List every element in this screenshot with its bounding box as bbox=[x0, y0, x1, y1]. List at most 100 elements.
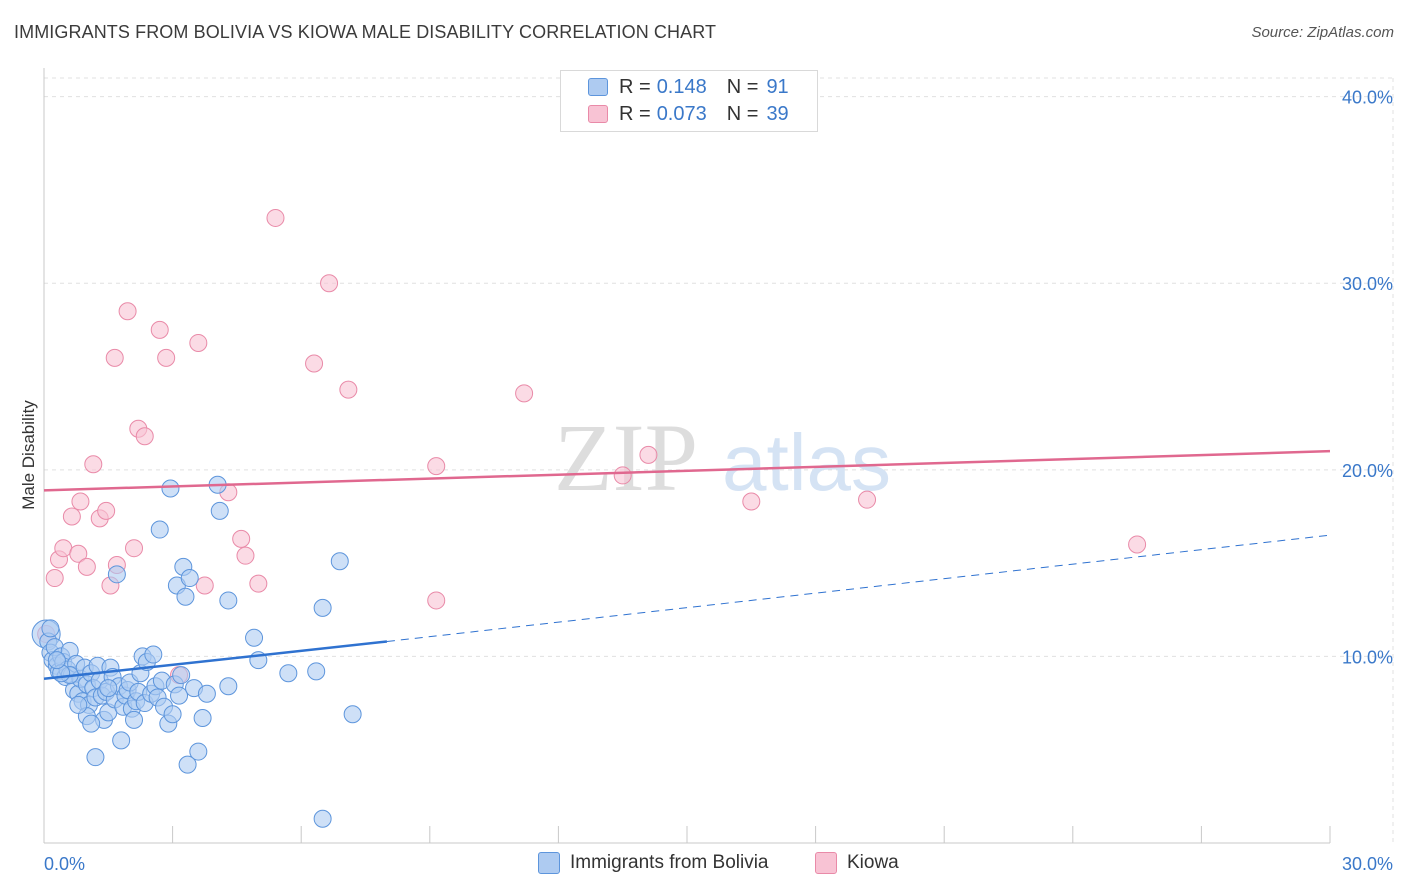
bolivia-point bbox=[69, 695, 88, 714]
bolivia-point bbox=[313, 809, 332, 828]
bolivia-point bbox=[161, 479, 180, 498]
kiowa-point bbox=[339, 380, 358, 399]
kiowa-point bbox=[150, 320, 169, 339]
series-legend: Immigrants from Bolivia Kiowa bbox=[0, 852, 1406, 878]
bolivia-point bbox=[163, 705, 182, 724]
bolivia-trend-extension bbox=[386, 534, 1331, 642]
kiowa-point bbox=[105, 348, 124, 367]
kiowa-point bbox=[266, 208, 285, 227]
r-label: R = bbox=[619, 102, 651, 125]
bolivia-point bbox=[112, 731, 131, 750]
bolivia-point bbox=[176, 587, 195, 606]
bolivia-point bbox=[219, 677, 238, 696]
trend-lines bbox=[43, 449, 1331, 681]
n-value: 39 bbox=[766, 102, 789, 125]
x-tick-label-min: 0.0% bbox=[44, 854, 85, 874]
bolivia-point bbox=[82, 714, 101, 733]
legend-swatch-bolivia bbox=[588, 78, 608, 96]
kiowa-point bbox=[54, 539, 73, 558]
n-label: N = bbox=[726, 102, 759, 125]
bolivia-point bbox=[170, 686, 189, 705]
bolivia-point bbox=[41, 619, 60, 638]
kiowa-point bbox=[71, 492, 90, 511]
legend-label-kiowa: Kiowa bbox=[847, 852, 899, 873]
kiowa-point bbox=[118, 302, 137, 321]
legend-row-kiowa: R = 0.073 N = 39 bbox=[588, 102, 789, 126]
bolivia-point bbox=[144, 645, 163, 664]
bolivia-point bbox=[343, 705, 362, 724]
bolivia-point bbox=[279, 664, 298, 683]
kiowa-point bbox=[858, 490, 877, 509]
y-tick-label: 40.0% bbox=[1342, 88, 1393, 108]
bolivia-point bbox=[150, 520, 169, 539]
kiowa-point bbox=[195, 576, 214, 595]
bolivia-point bbox=[172, 666, 191, 685]
correlation-legend: R = 0.148 N = 91 R = 0.073 N = 39 bbox=[560, 70, 818, 132]
watermark-zip: ZIP bbox=[554, 404, 698, 511]
legend-item-bolivia[interactable]: Immigrants from Bolivia bbox=[538, 852, 769, 874]
bolivia-point bbox=[330, 552, 349, 571]
legend-item-kiowa[interactable]: Kiowa bbox=[815, 852, 899, 874]
bolivia-point bbox=[197, 684, 216, 703]
n-label: N = bbox=[726, 75, 759, 98]
legend-row-bolivia: R = 0.148 N = 91 bbox=[588, 75, 789, 99]
y-tick-label: 20.0% bbox=[1342, 461, 1393, 481]
bolivia-point bbox=[99, 679, 118, 698]
kiowa-point bbox=[125, 539, 144, 558]
kiowa-point bbox=[232, 529, 251, 548]
bolivia-point bbox=[307, 662, 326, 681]
kiowa-point bbox=[320, 274, 339, 293]
kiowa-point bbox=[84, 455, 103, 474]
bolivia-point bbox=[193, 708, 212, 727]
kiowa-point bbox=[236, 546, 255, 565]
legend-swatch-kiowa bbox=[588, 105, 608, 123]
bolivia-point bbox=[86, 748, 105, 767]
y-tick-label: 30.0% bbox=[1342, 274, 1393, 294]
kiowa-point bbox=[77, 557, 96, 576]
y-tick-label: 10.0% bbox=[1342, 647, 1393, 667]
kiowa-point bbox=[427, 457, 446, 476]
kiowa-point bbox=[1128, 535, 1147, 554]
legend-swatch-bolivia bbox=[538, 852, 560, 874]
bolivia-trend-line bbox=[43, 640, 388, 681]
y-axis-title: Male Disability bbox=[19, 400, 38, 510]
bolivia-points bbox=[31, 475, 362, 828]
bolivia-point bbox=[180, 569, 199, 588]
r-value: 0.073 bbox=[656, 102, 707, 125]
axis-labels: 10.0% 20.0% 30.0% 40.0% 0.0% 30.0% Male Disabi… bbox=[19, 88, 1393, 874]
kiowa-point bbox=[62, 507, 81, 526]
bolivia-point bbox=[125, 710, 144, 729]
bolivia-point bbox=[245, 628, 264, 647]
kiowa-point bbox=[157, 348, 176, 367]
bolivia-point bbox=[210, 501, 229, 520]
kiowa-point bbox=[135, 427, 154, 446]
watermark: ZIP atlas bbox=[554, 404, 891, 511]
source-label: Source: ZipAtlas.com bbox=[1251, 24, 1394, 41]
kiowa-trend-line bbox=[43, 449, 1331, 492]
bolivia-point bbox=[47, 651, 66, 670]
legend-swatch-kiowa bbox=[815, 852, 837, 874]
r-value: 0.148 bbox=[656, 75, 707, 98]
kiowa-point bbox=[427, 591, 446, 610]
kiowa-point bbox=[97, 501, 116, 520]
chart-title: IMMIGRANTS FROM BOLIVIA VS KIOWA MALE DI… bbox=[14, 22, 717, 42]
bolivia-point bbox=[178, 755, 197, 774]
kiowa-point bbox=[45, 569, 64, 588]
bolivia-point bbox=[189, 742, 208, 761]
kiowa-point bbox=[639, 445, 658, 464]
gridlines bbox=[44, 77, 1394, 843]
kiowa-point bbox=[249, 574, 268, 593]
axes bbox=[43, 68, 1331, 844]
kiowa-point bbox=[613, 466, 632, 485]
x-tick-label-max: 30.0% bbox=[1342, 854, 1393, 874]
bolivia-point bbox=[107, 565, 126, 584]
kiowa-point bbox=[515, 384, 534, 403]
n-value: 91 bbox=[766, 75, 789, 98]
r-label: R = bbox=[619, 75, 651, 98]
legend-label-bolivia: Immigrants from Bolivia bbox=[570, 852, 769, 873]
kiowa-point bbox=[305, 354, 324, 373]
bolivia-point bbox=[219, 591, 238, 610]
kiowa-point bbox=[189, 333, 208, 352]
kiowa-point bbox=[69, 544, 88, 563]
